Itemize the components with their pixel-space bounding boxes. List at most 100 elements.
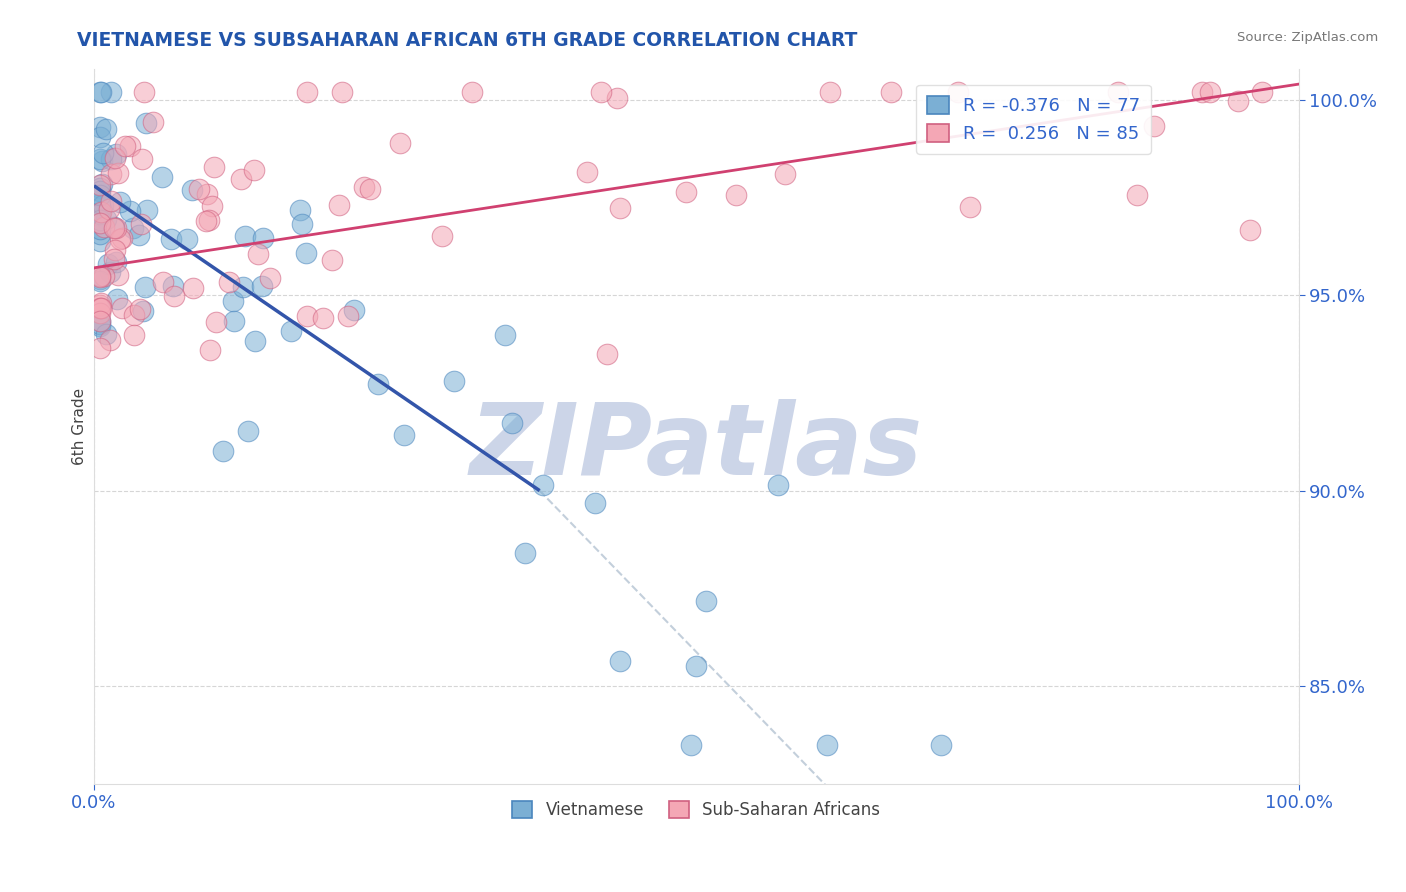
Text: VIETNAMESE VS SUBSAHARAN AFRICAN 6TH GRADE CORRELATION CHART: VIETNAMESE VS SUBSAHARAN AFRICAN 6TH GRA… [77,31,858,50]
Point [337,310,360,324]
Point [389,136,412,151]
Point [328,198,350,212]
Point [89,213,111,227]
Point [89,207,111,221]
Point [236,424,259,438]
Point [89,178,111,193]
Point [89,270,111,285]
Point [312,311,335,326]
Point [188,182,211,196]
Point [111,231,134,245]
Point [212,444,235,458]
Point [609,201,631,215]
Point [98,265,121,279]
Point [233,229,256,244]
Point [90,85,112,99]
Point [247,246,270,260]
Point [108,232,131,246]
Point [367,377,389,392]
Point [91,145,114,160]
Point [695,594,717,608]
Point [609,654,631,668]
Point [104,151,127,165]
Point [1239,222,1261,236]
Point [1143,120,1166,134]
Point [89,217,111,231]
Point [90,301,112,316]
Point [606,91,628,105]
Point [1251,85,1274,99]
Point [218,275,240,289]
Point [194,214,217,228]
Point [128,228,150,243]
Point [929,738,952,752]
Point [107,268,129,283]
Point [394,427,416,442]
Point [681,738,703,752]
Point [768,478,790,492]
Point [531,478,554,492]
Point [513,546,536,560]
Point [94,327,117,342]
Point [89,314,111,328]
Point [297,310,319,324]
Point [89,180,111,194]
Point [1198,85,1220,99]
Point [103,219,125,234]
Point [163,289,186,303]
Text: ZIPatlas: ZIPatlas [470,399,922,496]
Point [294,246,316,260]
Point [89,272,111,286]
Point [89,306,111,320]
Point [98,333,121,347]
Point [176,232,198,246]
Point [104,254,127,268]
Point [596,347,619,361]
Point [259,270,281,285]
Point [321,252,343,267]
Point [104,220,127,235]
Point [94,121,117,136]
Point [1125,188,1147,202]
Point [89,227,111,241]
Point [291,217,314,231]
Point [89,130,111,145]
Text: Source: ZipAtlas.com: Source: ZipAtlas.com [1237,31,1378,45]
Point [122,308,145,322]
Point [443,374,465,388]
Point [295,85,318,99]
Point [93,220,115,235]
Point [89,314,111,328]
Point [181,281,204,295]
Point [90,204,112,219]
Point [89,342,111,356]
Point [591,85,613,99]
Point [150,170,173,185]
Point [197,186,219,201]
Point [280,324,302,338]
Point [202,160,225,174]
Point [89,187,111,202]
Point [100,153,122,167]
Point [89,222,111,236]
Point [89,205,111,219]
Point [198,213,221,227]
Y-axis label: 6th Grade: 6th Grade [72,387,87,465]
Point [89,298,111,312]
Point [93,269,115,284]
Point [89,318,111,333]
Point [96,212,118,227]
Point [224,314,246,328]
Point [131,152,153,166]
Point [222,294,245,309]
Point [89,318,111,332]
Legend: Vietnamese, Sub-Saharan Africans: Vietnamese, Sub-Saharan Africans [506,794,887,825]
Point [959,200,981,214]
Point [180,183,202,197]
Point [353,179,375,194]
Point [134,279,156,293]
Point [135,115,157,129]
Point [118,204,141,219]
Point [675,185,697,199]
Point [585,496,607,510]
